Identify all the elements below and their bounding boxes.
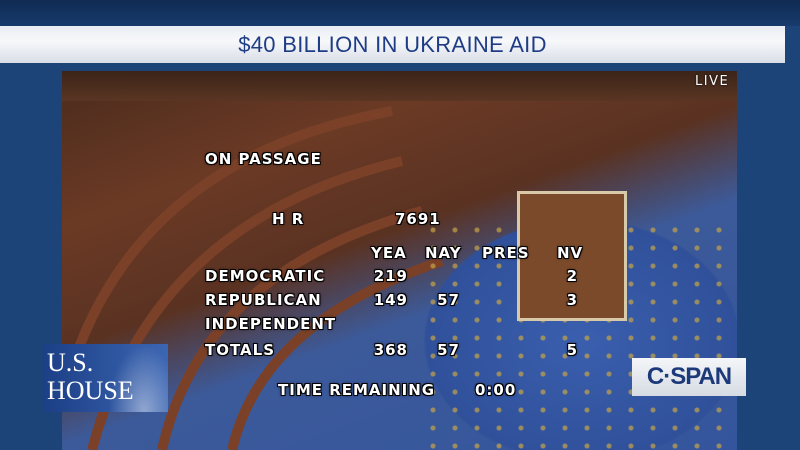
speaker-dais [517,191,627,321]
column-header-nv: NV [557,244,584,262]
time-remaining-label: TIME REMAINING [278,381,436,399]
column-header-yea: YEA [371,244,407,262]
house-floor-video [62,71,737,450]
seat-rows [62,106,444,450]
party-label: TOTALS [205,341,276,359]
bill-number: 7691 [395,210,441,228]
time-remaining-value: 0:00 [475,381,517,399]
seat-row [157,206,424,450]
seat-row [227,256,444,450]
party-label: INDEPENDENT [205,315,337,333]
live-indicator: LIVE [695,74,730,89]
party-label: REPUBLICAN [205,291,322,309]
nv-count: 5 [566,341,578,359]
cspan-logo: C·SPAN [632,358,746,396]
capitol-dome-icon [108,344,168,412]
yea-count: 368 [373,341,408,359]
nay-count: 57 [437,291,460,309]
column-header-pres: PRES [482,244,530,262]
vote-question: ON PASSAGE [205,150,322,168]
nv-count: 3 [566,291,578,309]
yea-count: 149 [373,291,408,309]
bill-type: H R [272,210,305,228]
yea-count: 219 [373,267,408,285]
headline-banner: $40 BILLION IN UKRAINE AID [0,26,785,63]
seat-row [62,106,393,403]
nay-count: 57 [437,341,460,359]
top-bar [0,0,800,26]
party-label: DEMOCRATIC [205,267,326,285]
chamber-wall [62,71,737,101]
column-header-nay: NAY [425,244,462,262]
us-house-logo: U.S. HOUSE [43,344,168,412]
nv-count: 2 [566,267,578,285]
headline-text: $40 BILLION IN UKRAINE AID [238,31,547,57]
